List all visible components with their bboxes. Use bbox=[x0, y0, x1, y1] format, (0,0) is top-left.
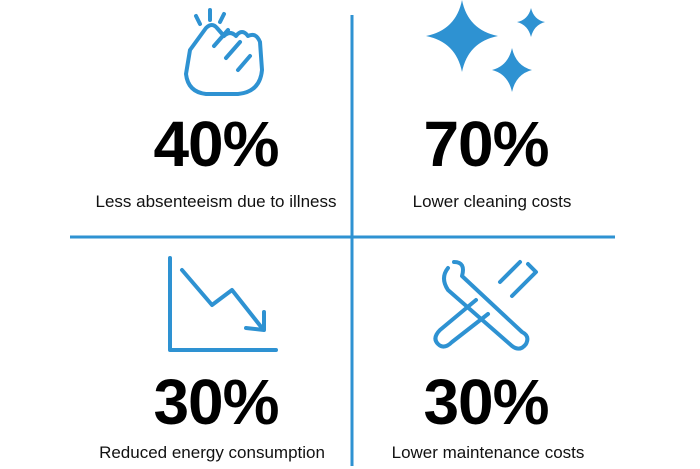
decline-icon bbox=[168, 256, 278, 352]
hands-icon bbox=[184, 8, 264, 96]
stat-label: Lower cleaning costs bbox=[413, 192, 572, 211]
stat-label: Reduced energy consumption bbox=[99, 443, 325, 462]
stat-value: 70% bbox=[423, 108, 548, 180]
stat-label: Lower maintenance costs bbox=[392, 443, 585, 462]
stat-value: 40% bbox=[153, 108, 278, 180]
sparkles-icon bbox=[426, 0, 545, 92]
tools-icon bbox=[433, 260, 538, 351]
stat-value: 30% bbox=[423, 366, 548, 438]
stat-label: Less absenteeism due to illness bbox=[96, 192, 337, 211]
stat-value: 30% bbox=[153, 366, 278, 438]
